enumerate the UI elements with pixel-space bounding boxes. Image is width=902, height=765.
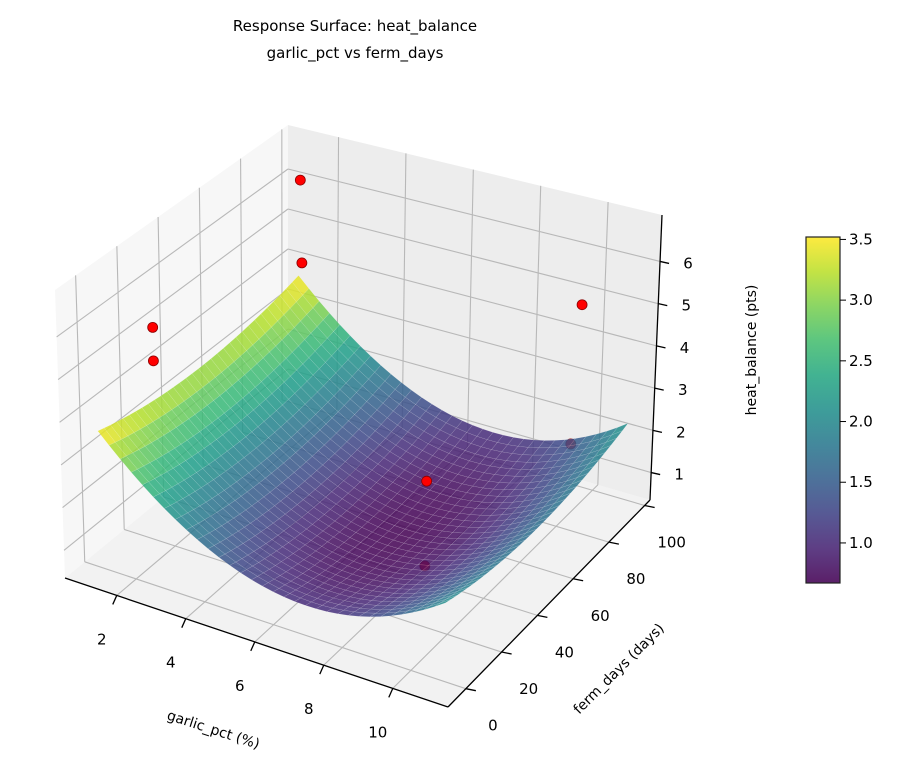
surface-patch bbox=[491, 555, 509, 565]
x-tick-label: 4 bbox=[166, 654, 176, 672]
back-grid-x bbox=[532, 185, 542, 466]
z-tick-label: 1 bbox=[674, 466, 684, 484]
z-axis-line bbox=[649, 214, 663, 501]
x-axis-label: garlic_pct (%) bbox=[165, 708, 262, 753]
left-grid-z bbox=[56, 168, 289, 338]
z-tick-label: 5 bbox=[681, 297, 691, 315]
surface-patch bbox=[554, 492, 571, 504]
data-point bbox=[294, 174, 306, 186]
left-grid-z bbox=[57, 208, 289, 381]
data-point bbox=[576, 299, 588, 311]
z-tick-label: 4 bbox=[680, 339, 690, 357]
left-grid-y bbox=[75, 275, 86, 562]
surface-patch bbox=[468, 574, 486, 584]
z-axis-label: heat_balance (pts) bbox=[744, 285, 760, 416]
y-tick-mark bbox=[573, 578, 584, 582]
y-tick-mark bbox=[537, 614, 548, 619]
surface-patch bbox=[611, 422, 629, 436]
y-tick-label: 80 bbox=[626, 570, 645, 588]
x-tick-label: 2 bbox=[97, 630, 107, 648]
back-grid-z bbox=[287, 208, 659, 305]
surface-patch bbox=[559, 486, 577, 498]
colorbar-tick-label: 2.5 bbox=[849, 352, 873, 370]
left-wall-pane bbox=[55, 125, 288, 578]
x-tick-label: 6 bbox=[235, 677, 245, 695]
left-grid-z bbox=[59, 248, 289, 423]
y-tick-label: 100 bbox=[657, 533, 686, 551]
y-tick-label: 40 bbox=[555, 643, 574, 661]
colorbar bbox=[805, 236, 841, 584]
z-tick-mark bbox=[656, 345, 666, 349]
back-grid-x bbox=[466, 169, 474, 448]
surface-patch bbox=[514, 534, 531, 545]
z-tick-mark bbox=[651, 471, 661, 476]
z-tick-mark bbox=[652, 429, 663, 433]
colorbar-tick-label: 3.0 bbox=[849, 291, 873, 309]
floor-grid-y bbox=[84, 561, 467, 690]
left-grid-y bbox=[116, 246, 125, 530]
left-grid-z bbox=[60, 288, 289, 466]
colorbar-tick-label: 1.5 bbox=[849, 473, 873, 491]
chart-subtitle: garlic_pct vs ferm_days bbox=[267, 44, 444, 63]
data-point bbox=[421, 475, 433, 487]
z-tick-label: 6 bbox=[683, 254, 693, 272]
x-tick-label: 10 bbox=[368, 723, 387, 741]
back-grid-z bbox=[287, 168, 661, 262]
z-tick-mark bbox=[659, 260, 670, 265]
data-point bbox=[147, 321, 159, 333]
x-tick-mark bbox=[388, 688, 394, 698]
colorbar-tick-label: 1.0 bbox=[849, 534, 873, 552]
surface-patch bbox=[565, 479, 583, 491]
chart-title: Response Surface: heat_balance bbox=[233, 17, 477, 36]
back-grid-x bbox=[401, 153, 407, 429]
y-tick-mark bbox=[608, 541, 620, 545]
visible-points bbox=[147, 174, 588, 487]
surface-patch bbox=[434, 599, 452, 607]
surface-patch bbox=[502, 545, 520, 555]
y-tick-mark bbox=[501, 651, 512, 655]
surface-patch bbox=[457, 583, 474, 592]
z-tick-label: 2 bbox=[676, 423, 686, 441]
y-tick-label: 0 bbox=[488, 717, 498, 735]
surface-patch bbox=[519, 528, 537, 539]
surface-patch bbox=[548, 499, 566, 510]
y-tick-label: 60 bbox=[591, 607, 610, 625]
response-surface bbox=[97, 275, 629, 617]
surface-patch bbox=[582, 459, 600, 472]
colorbar-ticks: 1.0 1.5 2.0 2.5 3.0 3.5 bbox=[840, 230, 873, 552]
surface-patch bbox=[542, 505, 560, 516]
back-grid-z bbox=[287, 248, 657, 347]
colorbar-tick-label: 2.0 bbox=[849, 413, 873, 431]
floor-grid-x bbox=[392, 484, 599, 689]
surface-patch bbox=[525, 523, 543, 534]
x-tick-label: 8 bbox=[304, 700, 314, 718]
data-point bbox=[296, 257, 308, 269]
z-tick-mark bbox=[658, 303, 668, 307]
data-point bbox=[148, 355, 159, 367]
back-grid-z bbox=[287, 288, 655, 389]
surface-patch bbox=[474, 569, 492, 579]
z-tick-mark bbox=[654, 387, 664, 391]
x-tick-mark bbox=[319, 664, 325, 675]
z-tick-label: 3 bbox=[678, 381, 688, 399]
y-tick-mark bbox=[644, 504, 655, 509]
x-tick-mark bbox=[112, 595, 118, 605]
y-axis-line bbox=[447, 499, 651, 708]
y-tick-label: 20 bbox=[519, 680, 538, 698]
colorbar-tick-label: 3.5 bbox=[849, 230, 873, 248]
x-axis-line bbox=[64, 577, 449, 708]
y-tick-mark bbox=[465, 688, 477, 692]
x-tick-mark bbox=[181, 618, 187, 628]
x-tick-mark bbox=[250, 641, 256, 652]
y-axis-label: ferm_days (days) bbox=[571, 621, 668, 718]
